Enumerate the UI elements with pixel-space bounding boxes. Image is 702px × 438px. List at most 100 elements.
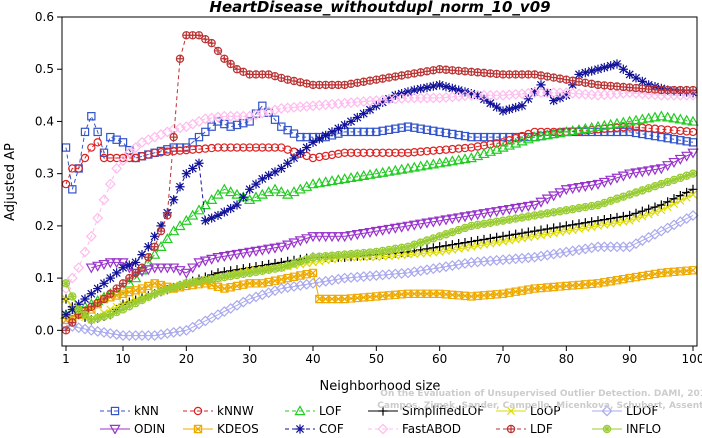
data-point-cof (580, 68, 590, 78)
data-point-loop (492, 238, 501, 247)
data-point-odin (187, 263, 199, 274)
data-point-ldof (73, 322, 85, 334)
data-point-cof (359, 109, 369, 119)
data-point-odin (389, 223, 401, 234)
data-point-inflo (303, 255, 311, 263)
data-point-cof (416, 84, 426, 94)
data-point-lof (358, 169, 370, 180)
data-point-inflo (479, 219, 489, 228)
data-point-ldf (296, 78, 305, 87)
data-point-knnw (207, 143, 216, 153)
data-point-ldf (568, 76, 577, 85)
plot-area-frame (61, 16, 698, 347)
data-point-inflo (379, 247, 387, 255)
data-point-ldf (227, 60, 235, 68)
y-tick-label: 0.1 (35, 271, 54, 285)
data-point-fastabod (155, 129, 167, 140)
data-point-ldf (543, 72, 552, 81)
legend-item-lof: LOF (285, 404, 342, 418)
data-point-loop (638, 212, 647, 221)
data-point-cof (599, 62, 609, 73)
data-point-knnw (169, 147, 178, 156)
data-point-knn (657, 132, 666, 142)
data-point-simplifiedlof (523, 227, 533, 237)
data-point-cof (574, 69, 584, 80)
data-point-odin (636, 167, 648, 178)
legend-item-cof: COF (285, 422, 344, 436)
data-point-lof (339, 173, 351, 184)
data-point-inflo (347, 250, 355, 258)
data-point-ldof (92, 325, 104, 337)
data-point-odin (92, 261, 104, 272)
x-tick-label: 90 (622, 352, 637, 366)
data-point-cof (612, 59, 622, 69)
data-point-ldf (289, 76, 299, 86)
data-point-loop (562, 227, 571, 236)
series-cof (61, 59, 698, 320)
data-point-knnw (80, 153, 90, 163)
data-point-knnw (270, 143, 280, 152)
data-point-knn (441, 128, 451, 138)
x-tick-label: 50 (369, 352, 384, 366)
data-point-inflo (613, 195, 621, 203)
data-point-ldf (170, 133, 178, 141)
data-point-cof (625, 69, 635, 80)
legend-marker-knn (110, 406, 120, 416)
data-point-inflo (518, 213, 526, 222)
data-point-knn (378, 126, 387, 136)
data-point-cof (93, 283, 103, 294)
data-point-cof (264, 170, 274, 181)
data-point-lof (383, 165, 395, 176)
data-point-ldf (372, 75, 381, 84)
data-point-knnw (327, 150, 337, 160)
data-point-knnw (429, 146, 438, 155)
data-point-lof (231, 188, 243, 199)
data-point-lof (440, 156, 452, 167)
data-point-ldf (587, 79, 596, 89)
data-point-inflo (492, 217, 501, 226)
data-point-odin (142, 265, 154, 276)
data-point-knnw (175, 146, 185, 155)
data-point-loop (549, 229, 558, 238)
data-point-cof (276, 163, 286, 174)
data-point-ldof (104, 328, 116, 339)
data-point-inflo (429, 234, 437, 243)
data-point-odin (529, 200, 541, 211)
data-point-knnw (239, 143, 248, 152)
data-point-lof (332, 174, 344, 185)
data-point-loop (676, 196, 685, 205)
data-point-lof (313, 177, 325, 188)
data-point-odin (85, 263, 97, 274)
data-point-cof (207, 213, 217, 223)
data-point-simplifiedlof (612, 212, 622, 223)
data-point-knn (403, 122, 413, 131)
data-point-loop (619, 217, 628, 226)
data-point-loop (422, 249, 432, 258)
data-point-odin (605, 175, 617, 186)
data-point-simplifiedlof (428, 243, 438, 253)
data-point-ldf (93, 298, 102, 308)
data-point-odin (345, 231, 357, 242)
data-point-inflo (664, 178, 672, 186)
y-axis-label: Adjusted AP (3, 143, 18, 221)
data-point-inflo (461, 224, 469, 232)
data-point-loop (505, 236, 514, 245)
data-point-inflo (607, 197, 615, 205)
data-point-loop (460, 243, 470, 252)
data-point-odin (377, 225, 389, 236)
data-point-odin (662, 161, 674, 172)
data-point-knnw (118, 153, 128, 163)
data-point-simplifiedlof (682, 187, 692, 198)
data-point-odin (218, 251, 230, 263)
data-point-lof (649, 111, 661, 122)
data-point-knn (87, 112, 96, 121)
data-point-cof (587, 66, 597, 76)
data-point-inflo (201, 276, 209, 284)
data-point-lof (396, 163, 408, 174)
data-point-lof (320, 176, 332, 187)
data-point-fastabod (104, 178, 116, 190)
data-point-inflo (511, 214, 520, 223)
data-point-loop (612, 218, 622, 227)
data-point-inflo (530, 211, 539, 220)
